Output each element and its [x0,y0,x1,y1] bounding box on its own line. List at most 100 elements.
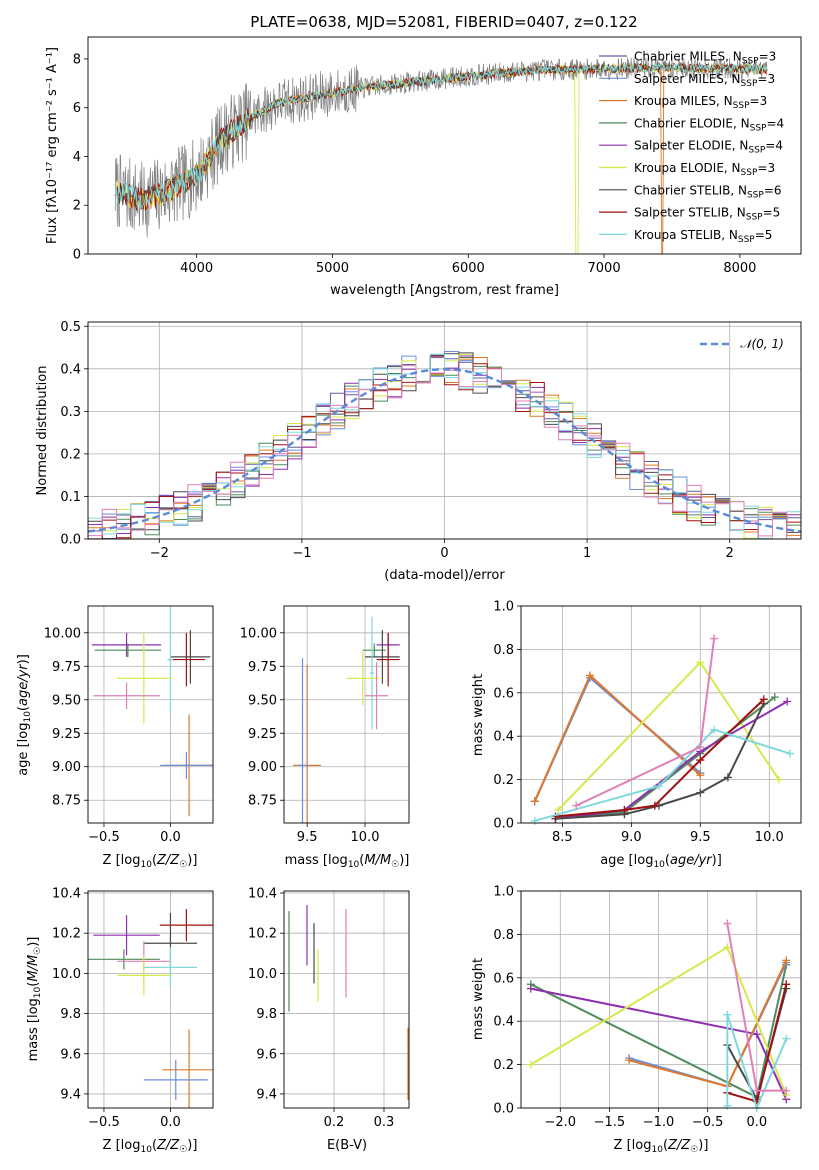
y-tick-label: 0.8 [493,643,514,658]
point-marker [526,1060,535,1069]
point-marker [625,1056,634,1065]
x-axis-label: wavelength [Angstrom, rest frame] [330,283,559,298]
y-tick-label: 8.75 [52,794,81,809]
y-tick-label: 10.2 [52,927,81,942]
y-tick-label: 10.0 [248,967,277,982]
age_vs_Z-axes [84,606,213,827]
y-tick-label: 0.2 [493,1058,514,1073]
y-tick-label: 0.4 [493,1015,514,1030]
point-marker [654,782,663,791]
y-tick-label: 0.2 [493,773,514,788]
y-tick-label: 6 [73,101,81,116]
series-line [533,675,701,802]
point-marker [585,671,594,680]
x-tick-label: 5000 [316,261,349,276]
point-marker [530,816,539,825]
y-tick-label: 8 [73,52,81,67]
y-axis-label: mass [log10(M/M☉)] [26,937,43,1062]
x-tick-label: 0.3 [374,1115,395,1130]
model-spectrum [114,62,768,210]
legend-label: Chabrier MILES, NSSP=3 [634,50,776,67]
y-tick-label: 10.4 [248,887,277,902]
legend-label: Kroupa STELIB, NSSP=5 [634,228,772,245]
age_vs_mass-frame [283,605,410,824]
spectrum-axes [84,58,741,258]
y-tick-label: 10.00 [240,626,277,641]
x-tick-label: −1 [292,546,311,561]
y-tick-label: 0.3 [60,405,81,420]
y-tick-label: 0.5 [60,320,81,335]
y-tick-label: 9.8 [256,1007,277,1022]
x-tick-label: −1.0 [643,1115,675,1130]
legend-label: Chabrier ELODIE, NSSP=4 [634,116,784,133]
point-marker [782,1086,791,1095]
y-tick-label: 0.4 [493,730,514,745]
y-tick-label: 0.6 [493,971,514,986]
x-tick-label: 9.5 [690,830,711,845]
x-axis-label: (data-model)/error [384,568,505,583]
x-tick-label: −0.5 [88,1115,120,1130]
y-tick-label: 10.00 [44,626,81,641]
y-tick-label: 1.0 [493,600,514,615]
legend-label: Salpeter MILES, NSSP=3 [634,72,775,89]
y-axis-label: mass weight [471,958,486,1040]
point-marker [650,801,659,810]
gaussian-curve [88,368,801,533]
x-tick-label: 0.2 [324,1115,345,1130]
y-tick-label: 9.00 [52,760,81,775]
x-tick-label: −0.5 [692,1115,724,1130]
weight_vs_Z-frame [520,890,802,1109]
y-tick-label: 0.6 [493,686,514,701]
point-marker [696,756,705,765]
x-tick-label: 0.0 [160,1115,181,1130]
mass_vs_Z-frame [87,890,214,1109]
point-marker [530,797,539,806]
point-marker [774,775,783,784]
y-tick-label: 0.0 [60,533,81,548]
x-tick-label: −2.0 [545,1115,577,1130]
y-tick-label: 10.4 [52,887,81,902]
mass_vs_Z-axes [84,891,213,1112]
point-marker [696,743,705,752]
x-tick-label: 6000 [452,261,485,276]
x-axis-label: mass [log10(M/M☉)] [285,853,410,870]
x-tick-label: 10.0 [351,830,380,845]
y-tick-label: 9.8 [60,1007,81,1022]
spectrum-frame [87,36,802,255]
y-tick-label: 9.6 [60,1047,81,1062]
y-tick-label: 10.2 [248,927,277,942]
histogram-step [88,365,801,539]
y-tick-label: 2 [73,199,81,214]
x-tick-label: 9.0 [621,830,642,845]
x-tick-label: −1.5 [594,1115,626,1130]
point-marker [782,956,791,965]
point-marker [723,1010,732,1019]
y-tick-label: 0.2 [60,447,81,462]
y-tick-label: 0 [73,248,81,263]
x-axis-label: age [log10(age/yr)] [600,853,722,870]
y-tick-label: 10.0 [52,967,81,982]
point-marker [696,788,705,797]
series-line [555,703,765,820]
x-tick-label: 1 [583,546,591,561]
point-marker [723,1101,732,1110]
mass_vs_ebv-axes [280,891,409,1112]
weight_vs_Z-axes [517,890,801,1112]
x-tick-label: 4000 [180,261,213,276]
point-marker [759,695,768,704]
x-tick-label: 10.0 [755,830,784,845]
residuals-frame [87,321,802,540]
legend-label: Salpeter STELIB, NSSP=5 [634,206,780,223]
point-marker [710,725,719,734]
y-tick-label: 1.0 [493,885,514,900]
y-tick-label: 0.0 [493,817,514,832]
x-axis-label: E(B-V) [327,1138,367,1153]
y-tick-label: 0.4 [60,362,81,377]
y-tick-label: 9.25 [248,727,277,742]
series-line [555,698,765,818]
y-tick-label: 4 [73,150,81,165]
weight_vs_age-frame [520,605,802,824]
y-tick-label: 8.75 [248,794,277,809]
y-tick-label: 9.4 [60,1087,81,1102]
x-tick-label: 9.5 [297,830,318,845]
